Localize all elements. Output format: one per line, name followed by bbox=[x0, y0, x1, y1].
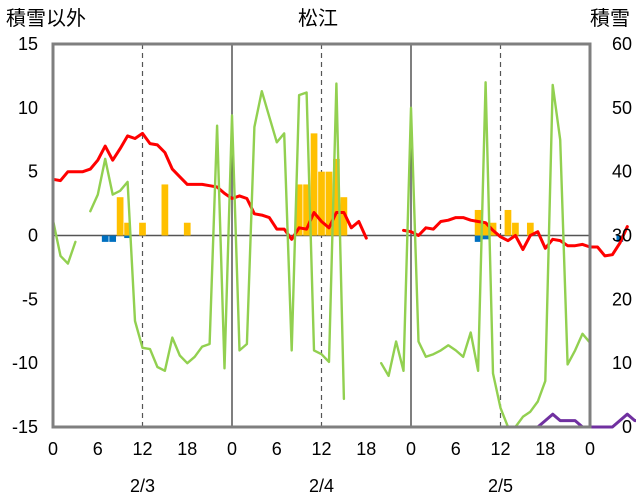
series-line bbox=[51, 131, 368, 241]
bar bbox=[303, 184, 310, 236]
left-tick-label: 5 bbox=[28, 162, 38, 182]
right-tick-label: 0 bbox=[622, 417, 632, 437]
bar bbox=[124, 235, 131, 239]
date-label: 2/5 bbox=[488, 476, 513, 496]
x-tick-label: 0 bbox=[227, 439, 237, 459]
date-label: 2/4 bbox=[309, 476, 334, 496]
right-tick-label: 20 bbox=[612, 289, 632, 309]
x-tick-label: 12 bbox=[311, 439, 331, 459]
x-tick-label: 6 bbox=[272, 439, 282, 459]
bar bbox=[325, 171, 333, 236]
right-tick-label: 30 bbox=[612, 226, 632, 246]
bar bbox=[504, 209, 512, 236]
x-tick-label: 6 bbox=[451, 439, 461, 459]
left-tick-label: -10 bbox=[12, 353, 38, 373]
plot-frame bbox=[51, 42, 592, 429]
x-tick-label: 12 bbox=[490, 439, 510, 459]
series-line bbox=[51, 218, 77, 265]
left-tick-label: -5 bbox=[22, 289, 38, 309]
bar bbox=[124, 222, 131, 236]
bar bbox=[310, 133, 318, 236]
bar bbox=[139, 222, 146, 236]
left-tick-label: 10 bbox=[18, 98, 38, 118]
left-axis-label: 積雪以外 bbox=[6, 7, 86, 30]
bar bbox=[340, 197, 348, 236]
right-tick-label: 40 bbox=[612, 162, 632, 182]
date-label: 2/3 bbox=[130, 476, 155, 496]
series-line bbox=[380, 81, 592, 429]
x-tick-label: 18 bbox=[177, 439, 197, 459]
right-axis-label: 積雪 bbox=[590, 7, 630, 30]
x-tick-label: 0 bbox=[406, 439, 416, 459]
bar bbox=[183, 222, 191, 236]
bars bbox=[101, 133, 624, 242]
bar bbox=[482, 235, 489, 240]
bar bbox=[474, 235, 482, 242]
bar bbox=[526, 222, 534, 236]
bar bbox=[116, 197, 124, 236]
bar bbox=[333, 158, 340, 236]
x-tick-label: 6 bbox=[93, 439, 103, 459]
x-tick-label: 18 bbox=[535, 439, 555, 459]
bar bbox=[101, 235, 109, 242]
frame bbox=[51, 42, 592, 429]
left-tick-label: 15 bbox=[18, 34, 38, 54]
right-tick-label: 10 bbox=[612, 353, 632, 373]
chart-title: 松江 bbox=[298, 7, 338, 30]
bar bbox=[295, 184, 303, 236]
bar bbox=[482, 222, 489, 236]
lines bbox=[51, 81, 636, 429]
left-tick-label: 0 bbox=[28, 226, 38, 246]
right-tick-label: 50 bbox=[612, 98, 632, 118]
x-tick-label: 0 bbox=[585, 439, 595, 459]
bar bbox=[616, 235, 624, 242]
bar bbox=[161, 184, 169, 236]
x-tick-label: 18 bbox=[356, 439, 376, 459]
bar bbox=[109, 235, 117, 242]
bar bbox=[318, 171, 325, 236]
x-tick-label: 12 bbox=[132, 439, 152, 459]
left-tick-label: -15 bbox=[12, 417, 38, 437]
bar bbox=[512, 222, 519, 236]
right-tick-label: 60 bbox=[612, 34, 632, 54]
series-line bbox=[89, 82, 346, 401]
x-tick-label: 0 bbox=[48, 439, 58, 459]
